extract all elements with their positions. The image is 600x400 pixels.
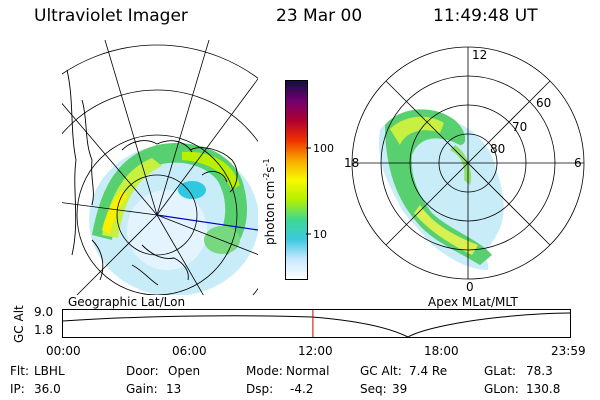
gc-alt-axis-label: GC Alt (12, 305, 26, 343)
y-tick-low: 1.8 (34, 323, 54, 337)
mlat-60: 60 (536, 96, 551, 110)
color-scale-ticks: 10 100 (306, 142, 334, 241)
dsp-key: Dsp: (246, 382, 274, 396)
time-label: 11:49:48 UT (433, 6, 538, 26)
x-tick-2359: 23:59 (551, 344, 586, 358)
glon-key: GLon: (484, 382, 519, 396)
mlt-6: 6 (574, 156, 582, 170)
apex-polar-plot: 12 18 6 0 60 70 80 (344, 46, 585, 294)
gcalt-value: 7.4 Re (409, 364, 448, 378)
altitude-curve (62, 312, 571, 338)
glon-value: 130.8 (526, 382, 561, 396)
x-tick-0000: 00:00 (46, 344, 81, 358)
dsp-value: -4.2 (290, 382, 314, 396)
mlat-70: 70 (512, 120, 527, 134)
mode-key: Mode: (246, 364, 283, 378)
mlt-18: 18 (344, 156, 359, 170)
glat-value: 78.3 (526, 364, 553, 378)
flt-value: LBHL (34, 364, 65, 378)
geographic-map (62, 40, 258, 295)
x-tick-1800: 18:00 (424, 344, 459, 358)
ip-key: IP: (10, 382, 25, 396)
gain-key: Gain: (126, 382, 158, 396)
gcalt-key: GC Alt: (360, 364, 402, 378)
glat-key: GLat: (484, 364, 517, 378)
ip-value: 36.0 (34, 382, 61, 396)
mlt-0: 0 (466, 280, 474, 294)
date-label: 23 Mar 00 (276, 6, 363, 26)
mlt-12: 12 (472, 48, 487, 62)
x-tick-1200: 12:00 (298, 344, 333, 358)
polar-grid (351, 46, 585, 280)
mode-value: Normal (286, 364, 330, 378)
x-tick-0600: 06:00 (172, 344, 207, 358)
geo-caption: Geographic Lat/Lon (68, 295, 186, 309)
door-key: Door: (126, 364, 159, 378)
gain-value: 13 (166, 382, 182, 396)
door-value: Open (168, 364, 201, 378)
color-scale-label: photon cm-2s-1 (262, 158, 277, 245)
coastlines (66, 69, 238, 286)
seq-value: 39 (392, 382, 408, 396)
y-tick-high: 9.0 (34, 305, 54, 319)
aurora-oval-geo (89, 143, 258, 295)
orbit-track (156, 214, 258, 231)
colorbar-tick-label: 100 (313, 142, 334, 155)
flt-key: Flt: (10, 364, 29, 378)
seq-key: Seq: (360, 382, 387, 396)
color-scale-bar (285, 80, 308, 280)
mlat-80: 80 (490, 142, 505, 156)
altitude-timeline (62, 309, 571, 338)
apex-caption: Apex MLat/MLT (428, 295, 518, 309)
instrument-title: Ultraviolet Imager (34, 6, 188, 26)
geo-grid (62, 40, 258, 295)
colorbar-tick-label: 10 (313, 228, 327, 241)
